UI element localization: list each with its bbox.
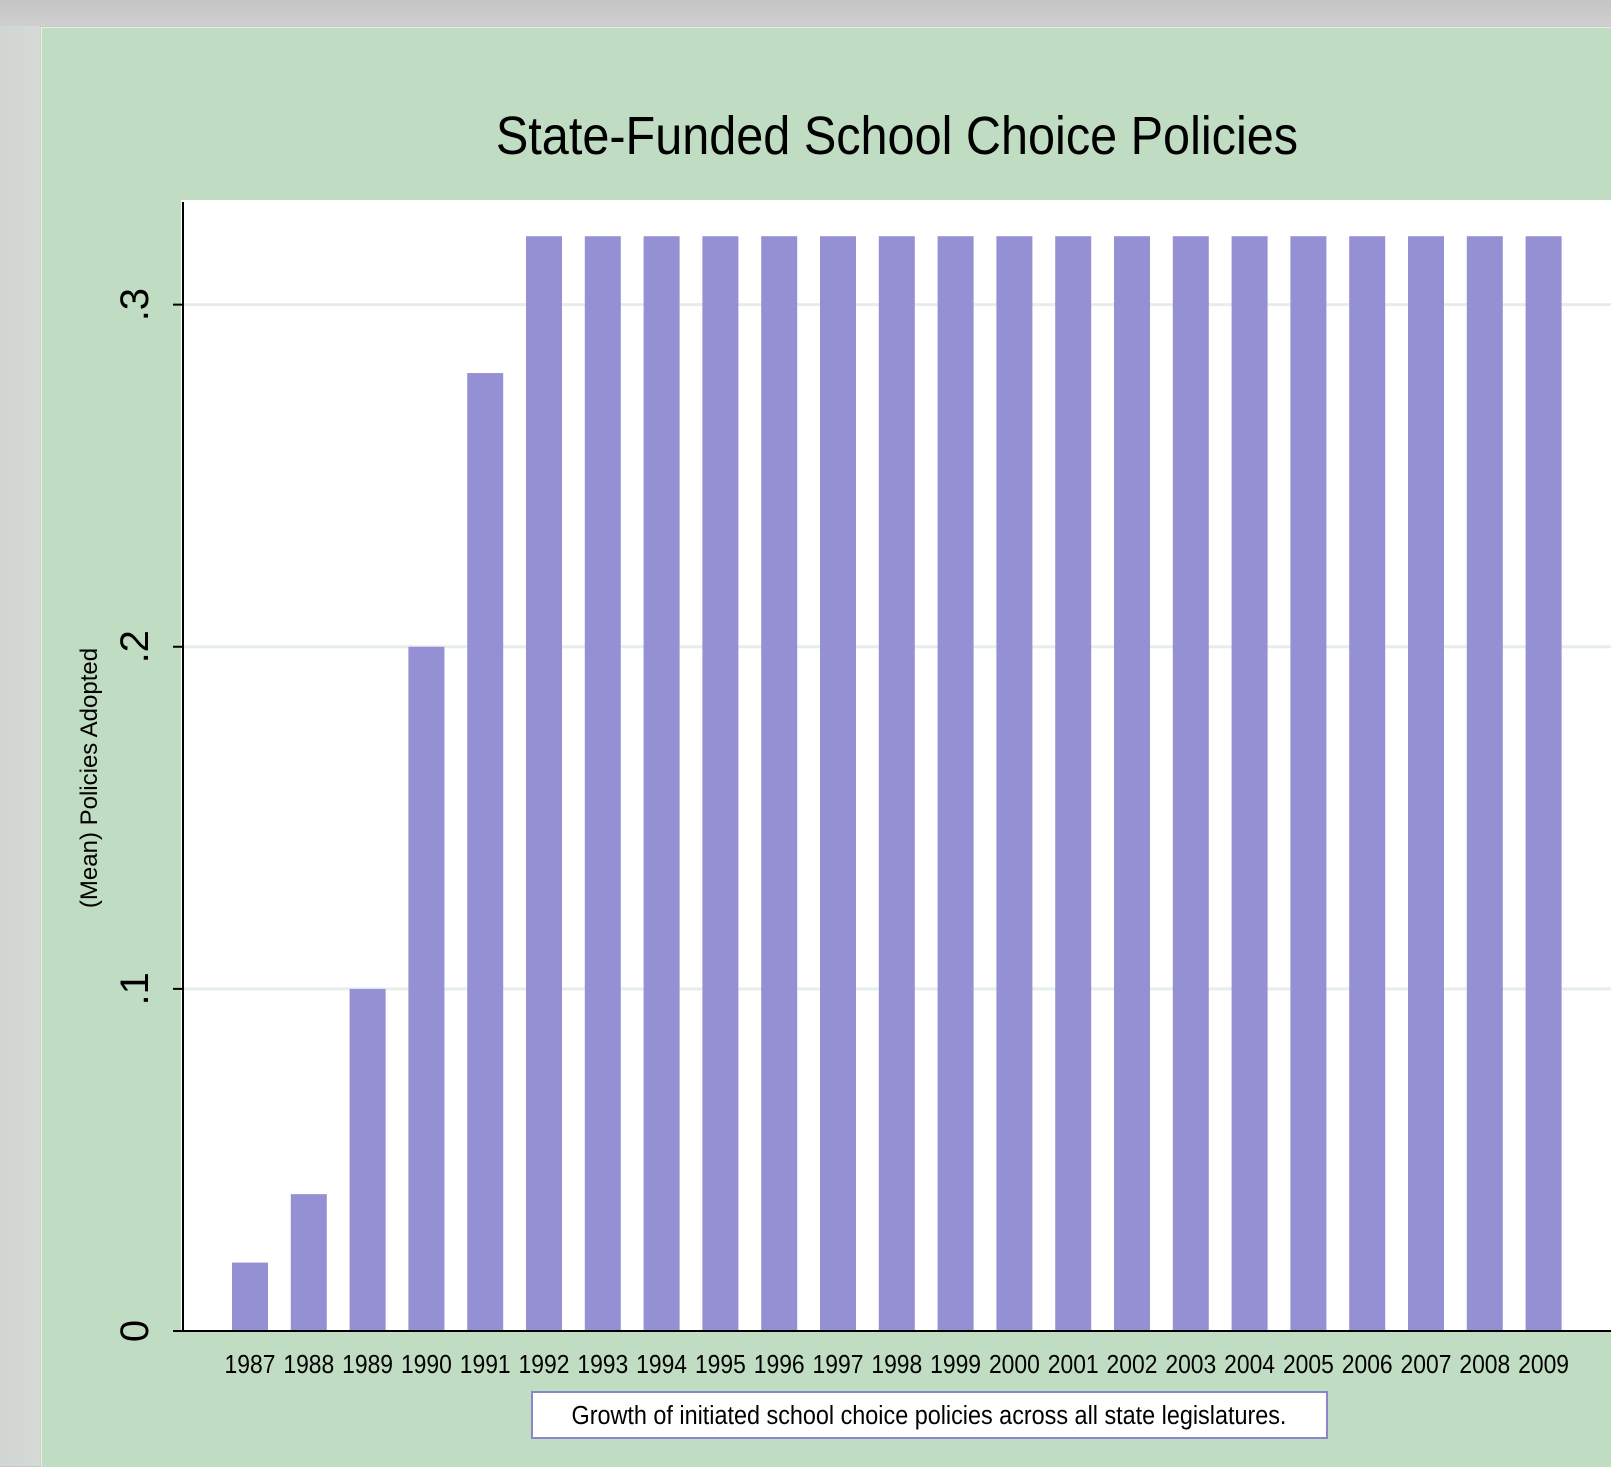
x-tick-label: 2007 <box>1401 1351 1452 1380</box>
y-tick-label: .1 <box>113 972 157 1005</box>
bar-2003 <box>1172 236 1209 1331</box>
bar-1996 <box>761 236 798 1331</box>
bar-2009 <box>1525 236 1562 1331</box>
x-tick-label: 1996 <box>754 1351 805 1380</box>
bar-2006 <box>1349 236 1386 1331</box>
chart-title: State-Funded School Choice Policies <box>496 105 1298 166</box>
x-tick-label: 2006 <box>1342 1351 1393 1380</box>
bar-1992 <box>526 236 562 1331</box>
bar-1994 <box>643 236 680 1331</box>
x-tick-label: 1999 <box>930 1351 981 1380</box>
x-axis-labels: 1987 1988 1989 1990 1991 1992 1993 1994 1995 1996… <box>225 1351 1569 1380</box>
x-tick-label: 1989 <box>342 1351 393 1380</box>
bar-1993 <box>584 236 621 1331</box>
y-axis-label: (Mean) Policies Adopted <box>76 648 103 908</box>
x-tick-label: 2003 <box>1165 1351 1216 1380</box>
x-tick-label: 2005 <box>1283 1351 1334 1380</box>
bar-1990 <box>408 646 445 1331</box>
top-strip <box>0 0 1611 26</box>
bar-2001 <box>1055 236 1092 1331</box>
x-tick-label: 1994 <box>636 1351 687 1380</box>
x-tick-label: 1995 <box>695 1351 746 1380</box>
bar-2007 <box>1408 236 1444 1331</box>
x-tick-label: 1990 <box>401 1351 452 1380</box>
bars <box>232 236 1562 1331</box>
x-tick-label: 2004 <box>1224 1351 1275 1380</box>
x-tick-label: 2008 <box>1459 1351 1510 1380</box>
x-tick-label: 1992 <box>519 1351 570 1380</box>
x-tick-label: 1988 <box>283 1351 334 1380</box>
y-axis-ticks: 0 .1 .2 .3 <box>113 288 183 1342</box>
x-tick-label: 2000 <box>989 1351 1040 1380</box>
x-tick-label: 1998 <box>871 1351 922 1380</box>
bar-1998 <box>878 236 915 1331</box>
bar-2000 <box>996 236 1033 1331</box>
y-tick-label: 0 <box>113 1320 157 1342</box>
x-tick-label: 1997 <box>813 1351 864 1380</box>
bar-2004 <box>1231 236 1268 1331</box>
x-tick-label: 2001 <box>1048 1351 1099 1380</box>
x-tick-label: 1993 <box>577 1351 628 1380</box>
bar-1987 <box>232 1262 268 1331</box>
x-tick-label: 2009 <box>1518 1351 1569 1380</box>
y-tick-label: .2 <box>113 630 157 663</box>
bar-1997 <box>820 236 856 1331</box>
bar-1995 <box>702 236 739 1331</box>
x-tick-label: 1987 <box>225 1351 276 1380</box>
bar-2008 <box>1466 236 1503 1331</box>
bar-1991 <box>467 373 504 1331</box>
y-tick-label: .3 <box>113 288 157 321</box>
bar-2005 <box>1290 236 1327 1331</box>
x-tick-label: 2002 <box>1107 1351 1158 1380</box>
caption-text: Growth of initiated school choice polici… <box>572 1402 1287 1430</box>
x-tick-label: 1991 <box>460 1351 511 1380</box>
bar-2002 <box>1114 236 1150 1331</box>
bar-1988 <box>290 1194 327 1331</box>
bar-1999 <box>937 236 974 1331</box>
caption-box <box>531 1391 1328 1439</box>
bar-1989 <box>349 988 386 1331</box>
